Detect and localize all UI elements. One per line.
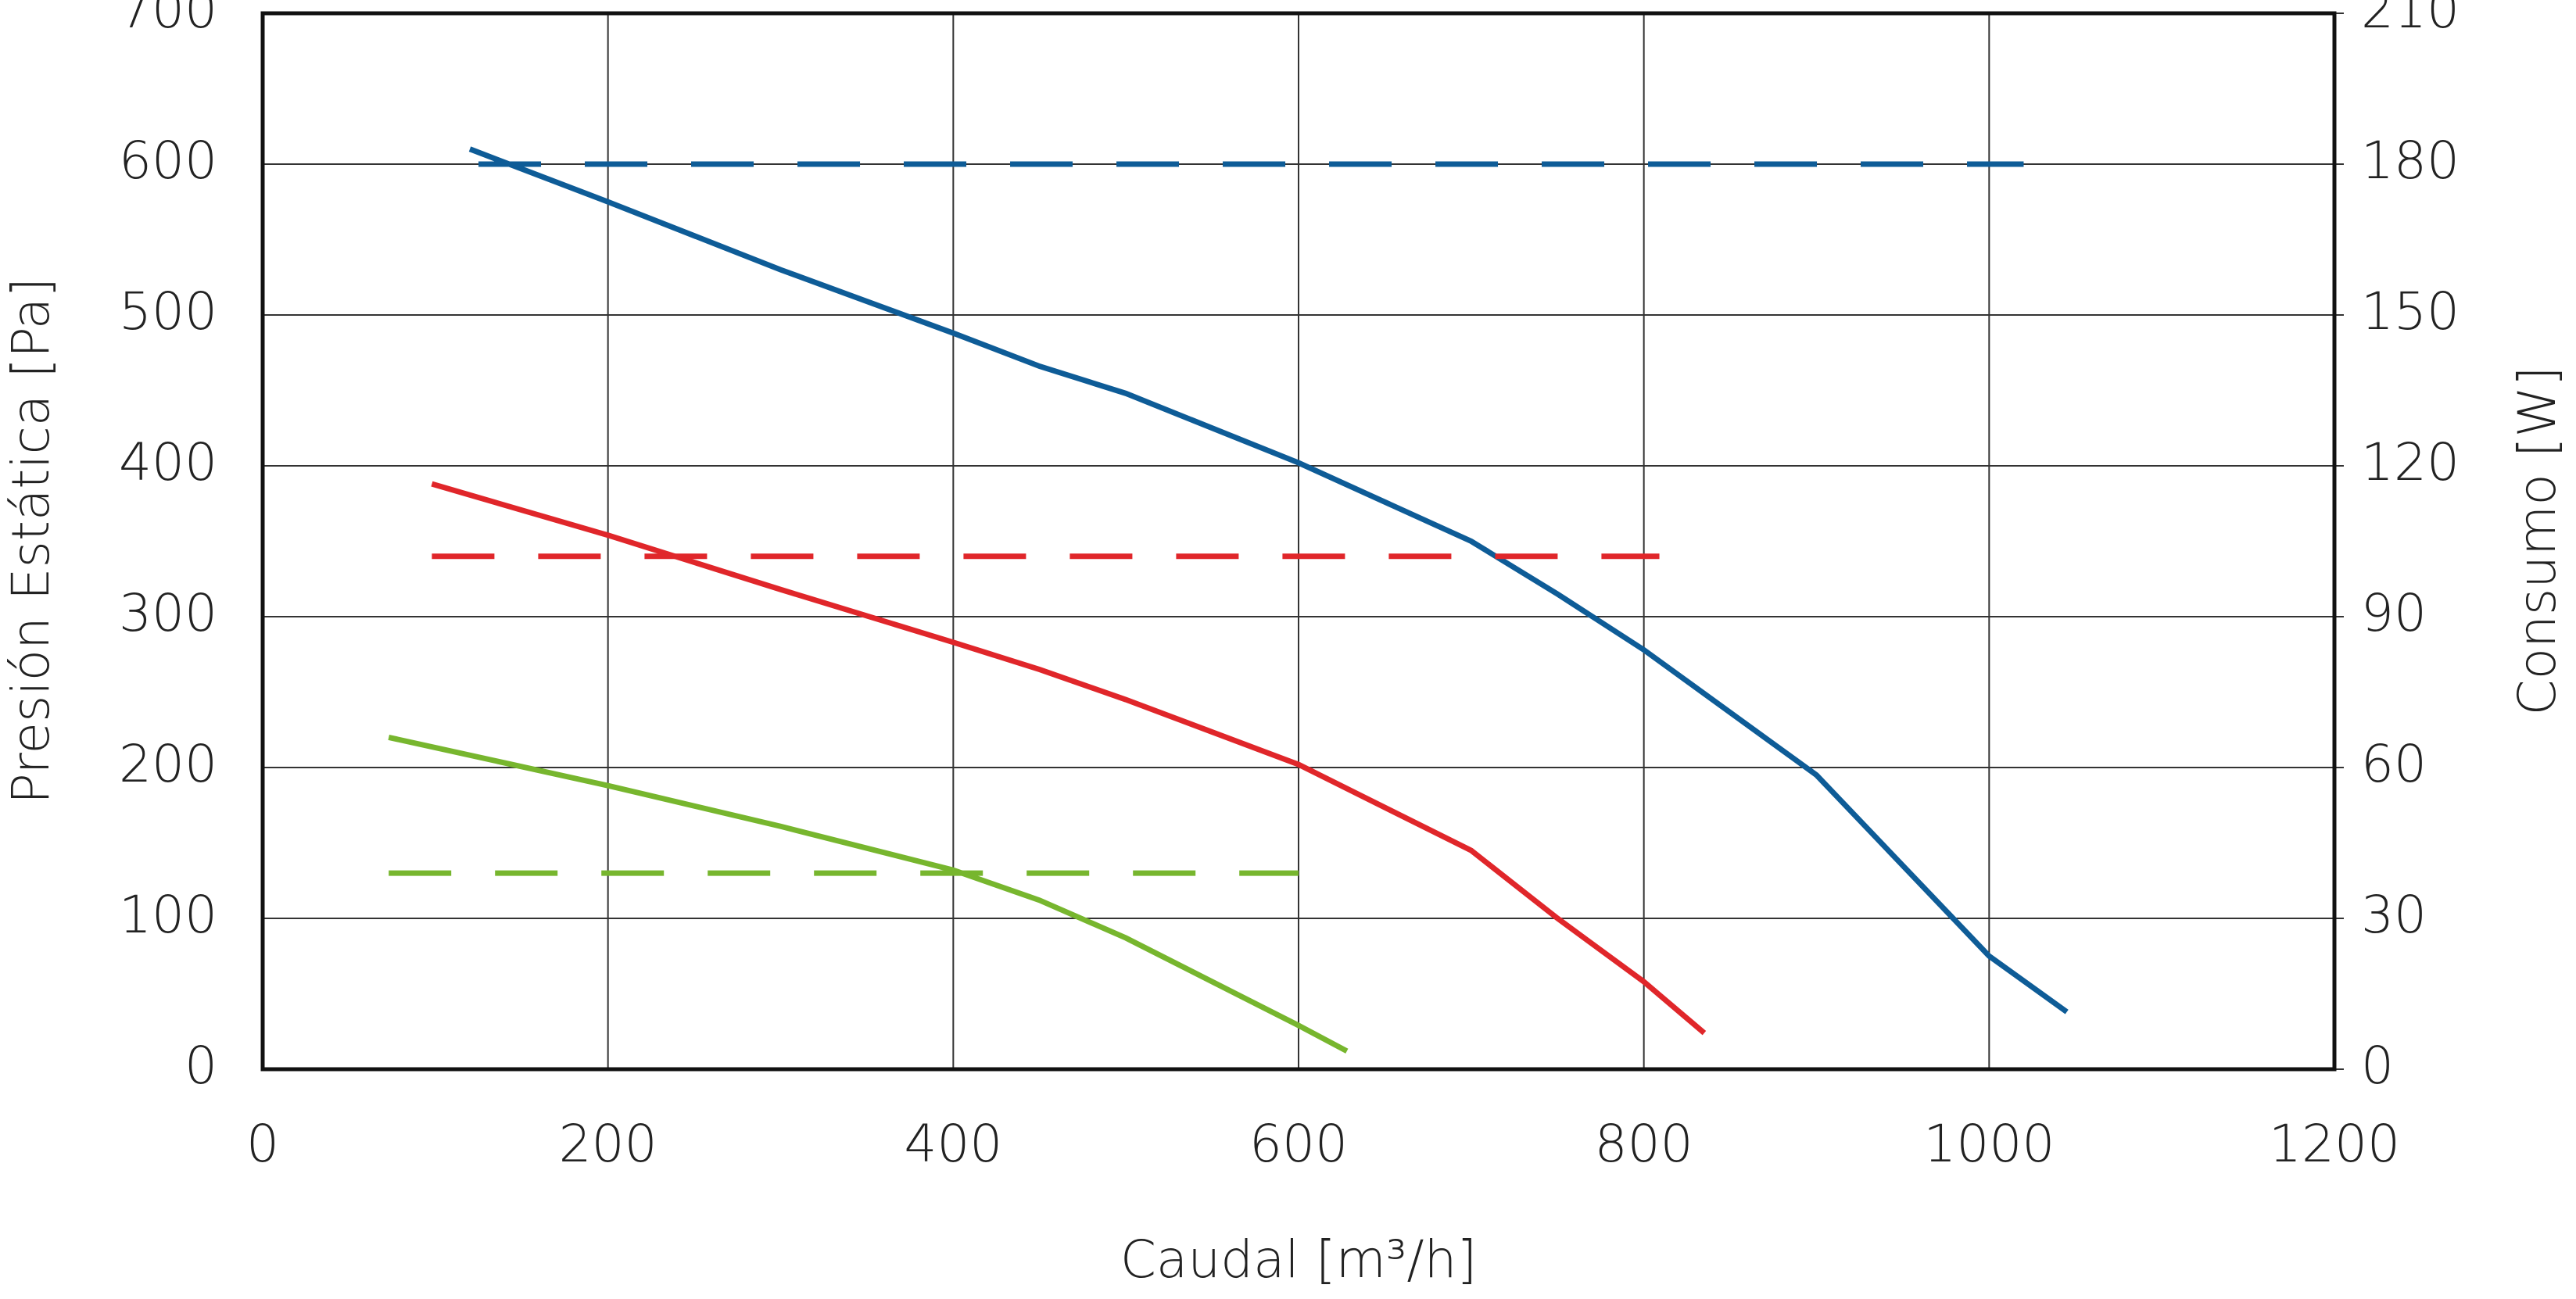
y-tick-label: 0 [185,1036,217,1096]
y2-tick-label: 0 [2361,1036,2394,1096]
y2-tick-label: 180 [2361,131,2460,191]
y2-tick-label: 120 [2361,432,2460,492]
y-tick-label: 400 [119,432,217,492]
x-tick-label: 400 [904,1114,1002,1174]
y2-tick-label: 30 [2361,885,2427,945]
plot-frame [260,11,2337,1072]
y-tick-label: 500 [119,281,217,342]
x-tick-label: 1200 [2269,1114,2400,1174]
y-tick-label: 300 [119,583,217,643]
y2-tick-label: 60 [2361,734,2427,794]
y-tick-label: 600 [119,131,217,191]
y2-axis-label: Consumo [W] [2507,367,2567,716]
y-tick-label: 700 [119,0,217,40]
y2-tick-label: 210 [2361,0,2460,40]
y-axis-label: Presión Estática [Pa] [1,277,61,804]
x-tick-label: 200 [559,1114,657,1174]
y-tick-label: 100 [119,885,217,945]
y2-tick-label: 150 [2361,281,2460,342]
x-tick-label: 600 [1249,1114,1348,1174]
x-tick-label: 1000 [1923,1114,2055,1174]
x-axis-label: Caudal [m³/h] [1120,1229,1477,1290]
curve [431,481,1707,1036]
x-tick-label: 800 [1595,1114,1693,1174]
y-tick-label: 200 [119,734,217,794]
x-tick-label: 0 [246,1114,279,1174]
curve [388,734,1349,1054]
curve [468,146,2069,1015]
y2-tick-label: 90 [2361,583,2427,643]
